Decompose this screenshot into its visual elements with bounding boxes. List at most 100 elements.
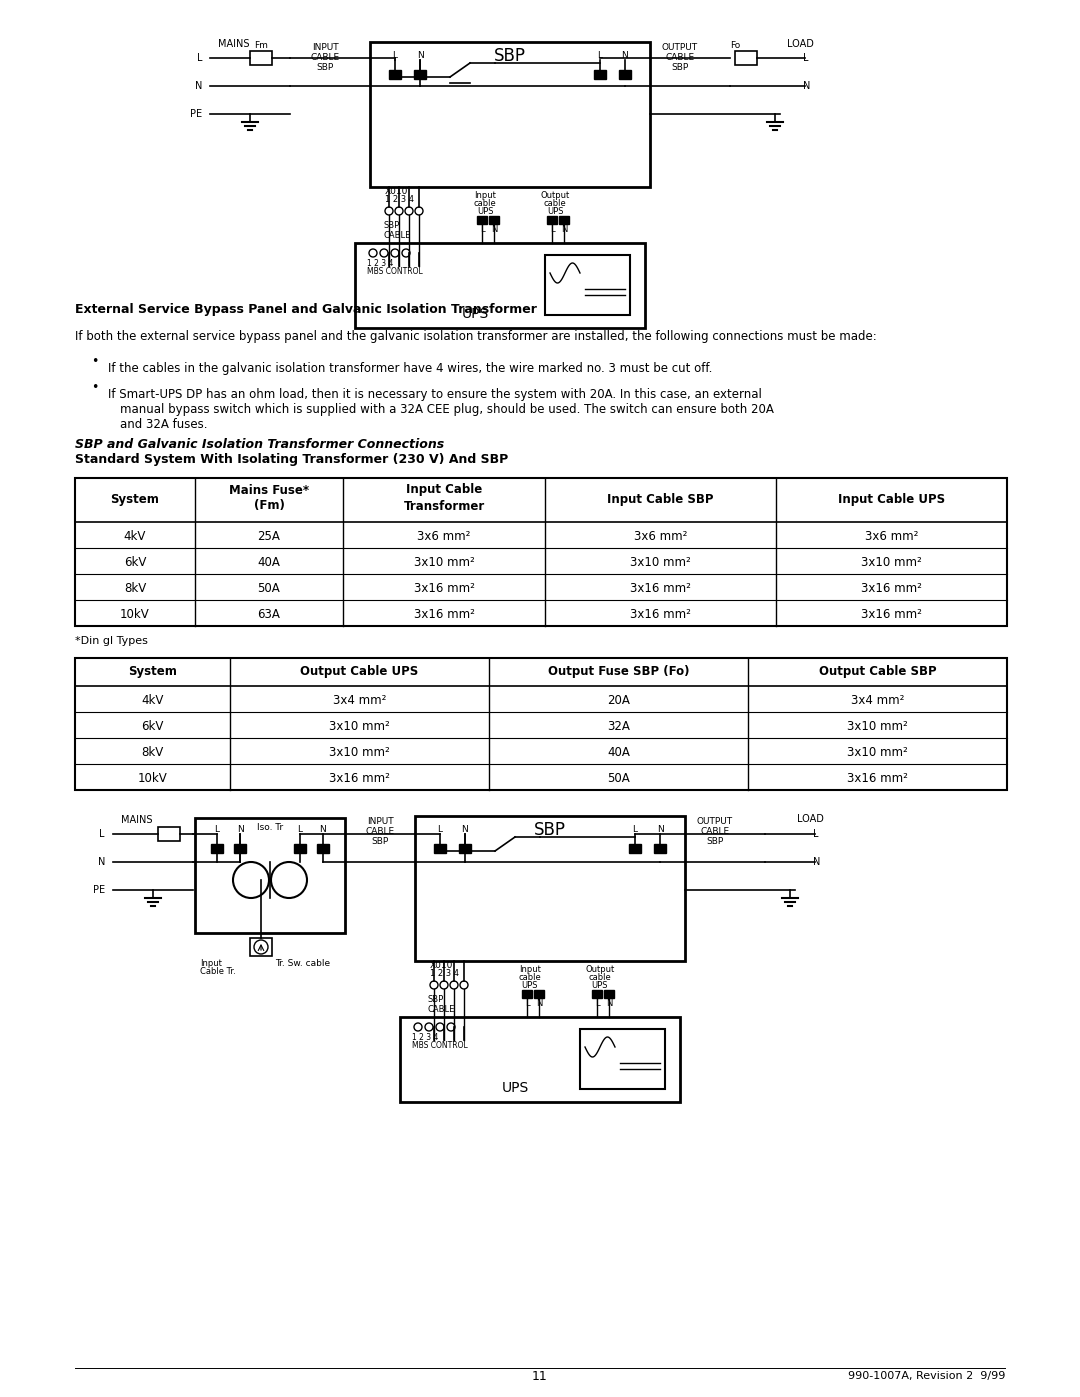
Text: UPS: UPS [501, 1081, 528, 1095]
Text: •: • [92, 381, 98, 394]
Text: L: L [525, 999, 529, 1007]
Text: CABLE: CABLE [428, 1004, 456, 1013]
Text: 50A: 50A [607, 771, 630, 785]
Text: Output: Output [540, 190, 569, 200]
Text: 3x10 mm²: 3x10 mm² [329, 746, 390, 759]
Text: 4kV: 4kV [141, 693, 164, 707]
Text: N: N [237, 824, 243, 834]
Text: SBP: SBP [534, 821, 566, 840]
Bar [477, 217, 487, 224]
Text: L: L [215, 824, 219, 834]
Text: Input Cable: Input Cable [406, 483, 482, 496]
Text: Mains Fuse*: Mains Fuse* [229, 483, 309, 496]
Text: manual bypass switch which is supplied with a 32A CEE plug, should be used. The : manual bypass switch which is supplied w… [120, 402, 774, 416]
Text: N: N [417, 50, 423, 60]
Text: N: N [194, 81, 202, 91]
Bar [370, 42, 650, 187]
Text: 3x16 mm²: 3x16 mm² [414, 581, 474, 595]
Text: INPUT: INPUT [312, 43, 338, 53]
Text: 3x10 mm²: 3x10 mm² [630, 556, 691, 569]
Text: cable: cable [518, 972, 541, 982]
Text: L: L [297, 824, 302, 834]
Text: 3x4 mm²: 3x4 mm² [333, 693, 387, 707]
Text: Cable Tr.: Cable Tr. [200, 968, 235, 977]
Bar [249, 937, 272, 956]
Bar [545, 256, 630, 314]
Text: CABLE: CABLE [365, 827, 394, 837]
Text: OUTPUT: OUTPUT [697, 817, 733, 827]
Text: 20A: 20A [607, 693, 630, 707]
Text: N: N [461, 824, 469, 834]
Text: 10kV: 10kV [120, 608, 150, 620]
Bar [580, 1030, 665, 1090]
Bar [434, 844, 446, 854]
Text: 3x16 mm²: 3x16 mm² [847, 771, 908, 785]
Text: 1 2 3 4: 1 2 3 4 [384, 196, 414, 204]
Text: 3x16 mm²: 3x16 mm² [329, 771, 390, 785]
Text: SBP: SBP [383, 222, 400, 231]
Text: SBP: SBP [372, 837, 389, 847]
Text: Input Cable SBP: Input Cable SBP [607, 493, 714, 507]
Bar [559, 217, 569, 224]
Text: L: L [480, 225, 484, 233]
Text: 3x10 mm²: 3x10 mm² [414, 556, 474, 569]
Text: 3x16 mm²: 3x16 mm² [861, 608, 922, 620]
Text: Standard System With Isolating Transformer (230 V) And SBP: Standard System With Isolating Transform… [75, 454, 509, 467]
Bar [75, 658, 1007, 789]
Text: L: L [804, 53, 809, 63]
Text: 3x6 mm²: 3x6 mm² [634, 529, 687, 542]
Text: System: System [129, 665, 177, 679]
Text: N: N [320, 824, 326, 834]
Text: SBP: SBP [672, 63, 689, 73]
Text: Iso. Tr: Iso. Tr [257, 823, 283, 833]
Text: 3x10 mm²: 3x10 mm² [847, 719, 908, 732]
Text: 10kV: 10kV [137, 771, 167, 785]
Text: •: • [92, 355, 98, 369]
Text: L: L [99, 828, 105, 840]
Text: 6kV: 6kV [124, 556, 146, 569]
Text: Output: Output [585, 964, 615, 974]
Text: cable: cable [589, 972, 611, 982]
Bar [389, 70, 401, 80]
Text: L: L [437, 824, 443, 834]
Text: (Fm): (Fm) [254, 500, 284, 513]
Text: MBS CONTROL: MBS CONTROL [411, 1042, 468, 1051]
Text: SBP: SBP [428, 996, 444, 1004]
Text: 4kV: 4kV [124, 529, 146, 542]
Bar [249, 52, 272, 66]
Text: 3x10 mm²: 3x10 mm² [329, 719, 390, 732]
Text: 6kV: 6kV [141, 719, 164, 732]
Text: L: L [595, 999, 599, 1007]
Text: UPS: UPS [592, 981, 608, 989]
Text: N: N [606, 999, 612, 1007]
Bar [654, 844, 666, 854]
Text: N: N [561, 225, 567, 233]
Bar [195, 819, 345, 933]
Text: SBP: SBP [494, 47, 526, 66]
Text: 63A: 63A [257, 608, 281, 620]
Text: N: N [97, 856, 105, 868]
Text: 50A: 50A [258, 581, 281, 595]
Bar [211, 844, 222, 854]
Text: 3x10 mm²: 3x10 mm² [861, 556, 922, 569]
Text: CABLE: CABLE [310, 53, 339, 63]
Text: 11: 11 [532, 1369, 548, 1383]
Text: 990-1007A, Revision 2  9/99: 990-1007A, Revision 2 9/99 [848, 1370, 1005, 1382]
Text: 40A: 40A [607, 746, 630, 759]
Text: Input: Input [200, 958, 221, 968]
Text: Output Fuse SBP (Fo): Output Fuse SBP (Fo) [548, 665, 689, 679]
Text: UPS: UPS [476, 207, 494, 215]
Bar [158, 827, 180, 841]
Text: MBS CONTROL: MBS CONTROL [367, 267, 422, 277]
Text: L: L [550, 225, 554, 233]
Text: 3x4 mm²: 3x4 mm² [851, 693, 904, 707]
Bar [629, 844, 642, 854]
Text: N: N [536, 999, 542, 1007]
Text: Input: Input [519, 964, 541, 974]
Bar [294, 844, 306, 854]
Text: If Smart-UPS DP has an ohm load, then it is necessary to ensure the system with : If Smart-UPS DP has an ohm load, then it… [108, 388, 761, 401]
Text: PE: PE [190, 109, 202, 119]
Text: L: L [813, 828, 819, 840]
Text: 8kV: 8kV [141, 746, 164, 759]
Text: Tr. Sw. cable: Tr. Sw. cable [275, 958, 330, 968]
